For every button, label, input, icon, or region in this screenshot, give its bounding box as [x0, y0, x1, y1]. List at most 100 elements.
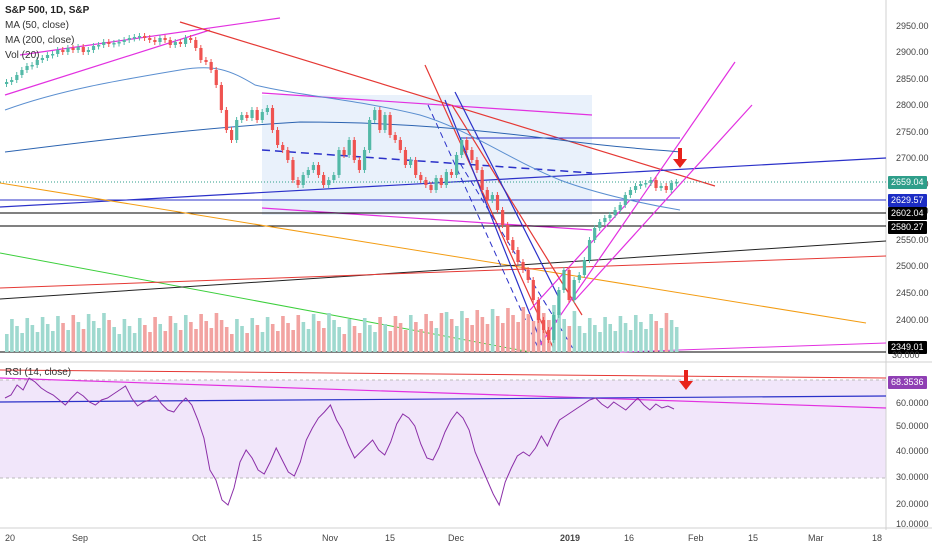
orange-trendline [0, 182, 867, 324]
volume-bar [357, 333, 362, 352]
volume-bar [311, 314, 316, 352]
ma200-legend[interactable]: MA (200, close) [5, 35, 75, 46]
candle-body [562, 270, 566, 290]
candle-body [541, 320, 546, 330]
volume-bar [56, 316, 60, 352]
candle-body [66, 48, 70, 52]
price-axis-label: 2950.00 [896, 21, 929, 31]
main-legend[interactable]: S&P 500, 1D, S&P MA (50, close) MA (200,… [5, 3, 89, 63]
volume-bar [276, 331, 280, 352]
volume-bar [649, 314, 653, 352]
volume-bar [224, 327, 229, 352]
volume-bar [219, 320, 224, 352]
time-axis-label: 16 [624, 533, 635, 543]
candle-body [490, 195, 494, 200]
candle-body [173, 42, 177, 45]
candle-body [470, 150, 474, 160]
volume-legend[interactable]: Vol (20) [5, 50, 40, 61]
volume-bar [250, 318, 255, 352]
volume-bar [230, 334, 234, 352]
volume-bar [327, 313, 331, 352]
volume-bar [61, 323, 65, 352]
symbol-title[interactable]: S&P 500, 1D, S&P [5, 5, 90, 16]
candle-body [618, 205, 622, 210]
price-level-tag: 2659.04 [888, 176, 927, 189]
candle-body [281, 145, 285, 150]
candle-body [306, 170, 310, 175]
candle-body [373, 110, 377, 120]
candle-body [20, 70, 24, 75]
volume-bar [613, 331, 618, 352]
candle-body [316, 165, 321, 175]
candle-body [521, 262, 525, 270]
price-axis-label: 2850.00 [896, 74, 929, 84]
volume-bar [669, 320, 674, 352]
candle-body [598, 222, 602, 228]
candle-body [368, 120, 372, 150]
candle-body [434, 178, 438, 190]
candle-body [10, 80, 14, 82]
rsi-legend[interactable]: RSI (14, close) [5, 365, 71, 380]
volume-bar [664, 313, 669, 352]
candle-body [582, 260, 587, 275]
volume-bar [373, 332, 377, 352]
rsi-red-line[interactable] [0, 369, 887, 379]
price-axis-label: 2550.00 [896, 235, 929, 245]
candle-body [143, 36, 147, 38]
candle-body [204, 60, 208, 62]
candle-body [137, 36, 142, 38]
candle-body [107, 42, 111, 44]
rsi-magenta-line[interactable] [0, 377, 887, 409]
volume-bar [143, 325, 147, 352]
volume-bar [35, 332, 40, 352]
candle-body [158, 38, 162, 42]
time-axis-label: Nov [322, 533, 339, 543]
rsi-legend-label[interactable]: RSI (14, close) [5, 367, 72, 378]
candle-body [276, 130, 280, 145]
steep-red-channel-b [451, 104, 583, 316]
volume-bar [362, 318, 367, 352]
candle-body [286, 150, 290, 160]
candle-body [659, 186, 663, 188]
volume-bar [81, 329, 86, 352]
time-axis-label: 18 [872, 533, 883, 543]
price-level-tag: 2580.27 [888, 221, 927, 234]
candle-body [388, 115, 392, 135]
candle-body [623, 195, 627, 205]
ma50-legend[interactable]: MA (50, close) [5, 20, 69, 31]
candle-body [270, 108, 275, 130]
volume-bar [654, 321, 659, 352]
time-axis-label: 15 [385, 533, 396, 543]
volume-bar [628, 330, 633, 352]
candle-body [475, 160, 479, 170]
candle-body [552, 315, 556, 340]
price-axis-label: 2450.00 [896, 288, 929, 298]
volume-bar [674, 327, 679, 352]
candle-body [577, 275, 581, 280]
volume-bar [639, 322, 643, 352]
down-arrow-icon [673, 148, 687, 168]
candle-body [194, 40, 198, 48]
candle-body [633, 186, 638, 190]
volume-bar [332, 320, 336, 352]
time-axis-label: 15 [252, 533, 263, 543]
rsi-axis-label: 50.0000 [896, 421, 929, 431]
consolidation-box[interactable] [262, 95, 592, 215]
volume-bar [378, 317, 382, 352]
price-axis-label: 2700.00 [896, 153, 929, 163]
candle-body [291, 160, 295, 180]
steep-blue-line-b [454, 91, 561, 301]
volume-bar [30, 325, 35, 352]
time-axis-label: Feb [688, 533, 704, 543]
volume-bar [183, 315, 188, 352]
steep-red-channel-a [424, 64, 556, 353]
volume-axis-label: 30.000 [892, 350, 920, 360]
volume-bar [593, 325, 597, 352]
candle-body [613, 210, 617, 215]
volume-bar [526, 314, 531, 352]
rising-channel-inner [529, 199, 631, 311]
volume-bar [383, 324, 388, 352]
volume-bar [76, 322, 81, 352]
